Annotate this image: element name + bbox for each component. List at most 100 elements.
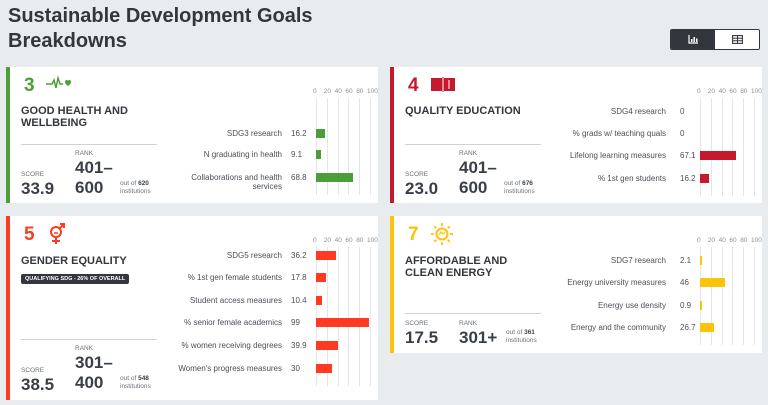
score-value: 23.0 xyxy=(405,179,439,198)
axis-tick-label: 100 xyxy=(751,88,762,95)
sun-icon xyxy=(430,222,454,251)
goal-title: Affordable and Clean Energy xyxy=(405,255,508,279)
indicator-value: 9.1 xyxy=(291,150,303,159)
axis-tick-label: 100 xyxy=(367,88,378,95)
indicator-label: Energy university measures xyxy=(567,278,666,287)
indicator-bar xyxy=(700,277,725,287)
axis-tick-label: 60 xyxy=(729,88,737,95)
score-value: 33.9 xyxy=(21,179,55,198)
grid-line xyxy=(316,98,317,195)
axis-tick-label: 80 xyxy=(740,237,748,244)
indicator-value: 2.1 xyxy=(680,256,692,265)
score-value: 38.5 xyxy=(21,375,55,394)
indicator-label: Energy use density xyxy=(597,301,666,310)
rank-value-bottom: 400 xyxy=(75,373,104,392)
axis-tick-label: 40 xyxy=(334,237,342,244)
page-title: Sustainable Development Goals Breakdowns xyxy=(8,5,313,52)
axis-tick-label: 80 xyxy=(740,88,748,95)
institutions-count: 676 xyxy=(522,180,533,187)
indicator-label: Collaborations and health services xyxy=(191,173,282,191)
indicator-label: SDG4 research xyxy=(610,107,666,116)
score-label: SCORE xyxy=(21,171,45,178)
axis-tick-label: 0 xyxy=(313,237,317,244)
indicator-label: Student access measures xyxy=(189,296,282,305)
indicator-bar xyxy=(700,255,702,265)
grid-line xyxy=(359,98,361,195)
grid-line xyxy=(370,247,371,386)
goal-title: Gender Equality xyxy=(21,255,127,267)
indicator-value: 17.8 xyxy=(291,273,307,282)
rank-label: RANK xyxy=(75,150,94,157)
indicator-value: 0.9 xyxy=(680,301,692,310)
axis-tick-label: 80 xyxy=(356,88,364,95)
grid-line xyxy=(337,247,339,386)
axis-tick-label: 20 xyxy=(323,88,332,95)
indicator-label: SDG5 research xyxy=(226,251,282,260)
rank-value: 301+ xyxy=(459,328,498,347)
score-label: SCORE xyxy=(405,171,429,178)
grid-line xyxy=(754,247,755,345)
grid-line xyxy=(721,98,723,196)
indicator-value: 46 xyxy=(680,278,689,287)
indicator-value: 30 xyxy=(291,364,300,373)
rank-label: RANK xyxy=(459,150,478,157)
axis-tick-label: 40 xyxy=(718,237,726,244)
book-icon xyxy=(430,76,456,97)
goal-title: Good Health and Wellbeing xyxy=(21,105,128,129)
goal-number: 3 xyxy=(24,75,35,96)
grid-line xyxy=(337,98,339,195)
axis-tick-label: 20 xyxy=(323,237,332,244)
rank-value-top: 401– xyxy=(75,158,113,177)
grid-line xyxy=(359,247,361,386)
indicator-value: 16.2 xyxy=(291,129,307,138)
indicator-bar xyxy=(316,172,354,182)
rank-out-of: out of 620 institutions xyxy=(120,180,151,195)
qualifying-badge: QUALIFYING SDG - 26% OF OVERALL xyxy=(21,274,130,284)
out-of-text: out of xyxy=(120,180,137,187)
institutions-text: institutions xyxy=(504,187,535,195)
axis-tick-label: 100 xyxy=(367,237,378,244)
grid-line xyxy=(721,247,723,345)
axis-tick-label: 80 xyxy=(356,237,364,244)
grid-line xyxy=(700,247,701,345)
rank-out-of: out of 548 institutions xyxy=(120,375,151,390)
indicator-label: % senior female academics xyxy=(184,318,282,327)
view-toggle xyxy=(670,29,760,50)
indicator-value: 16.2 xyxy=(680,174,696,183)
axis-tick-label: 60 xyxy=(345,88,353,95)
rank-label: RANK xyxy=(459,320,478,327)
goal-number: 7 xyxy=(408,224,419,245)
rank-value-top: 401– xyxy=(459,158,497,177)
indicator-label: % grads w/ teaching quals xyxy=(572,129,666,138)
sdg5-card: 5 Gender Equality QUALIFYING SDG - 26% O… xyxy=(6,216,378,400)
indicator-label: % women receiving degrees xyxy=(181,341,283,350)
goal-title: Quality Education xyxy=(405,105,521,117)
indicator-label: Lifelong learning measures xyxy=(569,151,666,160)
grid-line xyxy=(348,98,350,195)
indicator-bar xyxy=(700,322,715,332)
score-label: SCORE xyxy=(21,367,45,374)
indicator-label: % 1st gen female students xyxy=(187,273,282,282)
rank-out-of: out of 676 institutions xyxy=(504,180,535,195)
indicator-value: 0 xyxy=(680,129,685,138)
institutions-count: 620 xyxy=(138,180,149,187)
axis-tick-label: 20 xyxy=(707,237,716,244)
indicator-bar xyxy=(700,173,709,183)
indicator-label: Energy and the community xyxy=(570,323,666,332)
grid-line xyxy=(710,98,712,196)
grid-line xyxy=(732,247,734,345)
institutions-count: 548 xyxy=(138,375,149,382)
indicator-bar xyxy=(316,363,333,373)
institutions-text: institutions xyxy=(506,336,537,344)
heartbeat-icon xyxy=(46,75,72,96)
goal-number: 5 xyxy=(24,224,35,245)
table-view-button[interactable] xyxy=(715,30,759,49)
institutions-count: 361 xyxy=(524,329,535,336)
grid-line xyxy=(316,247,317,386)
chart-view-button[interactable] xyxy=(671,30,715,49)
indicator-bar xyxy=(316,295,322,305)
indicator-bar xyxy=(700,300,702,310)
sdg4-card: 4 Quality Education SCORE 23.0 RANK 401–… xyxy=(390,67,762,203)
grid-line xyxy=(370,98,371,195)
indicator-value: 10.4 xyxy=(291,296,307,305)
